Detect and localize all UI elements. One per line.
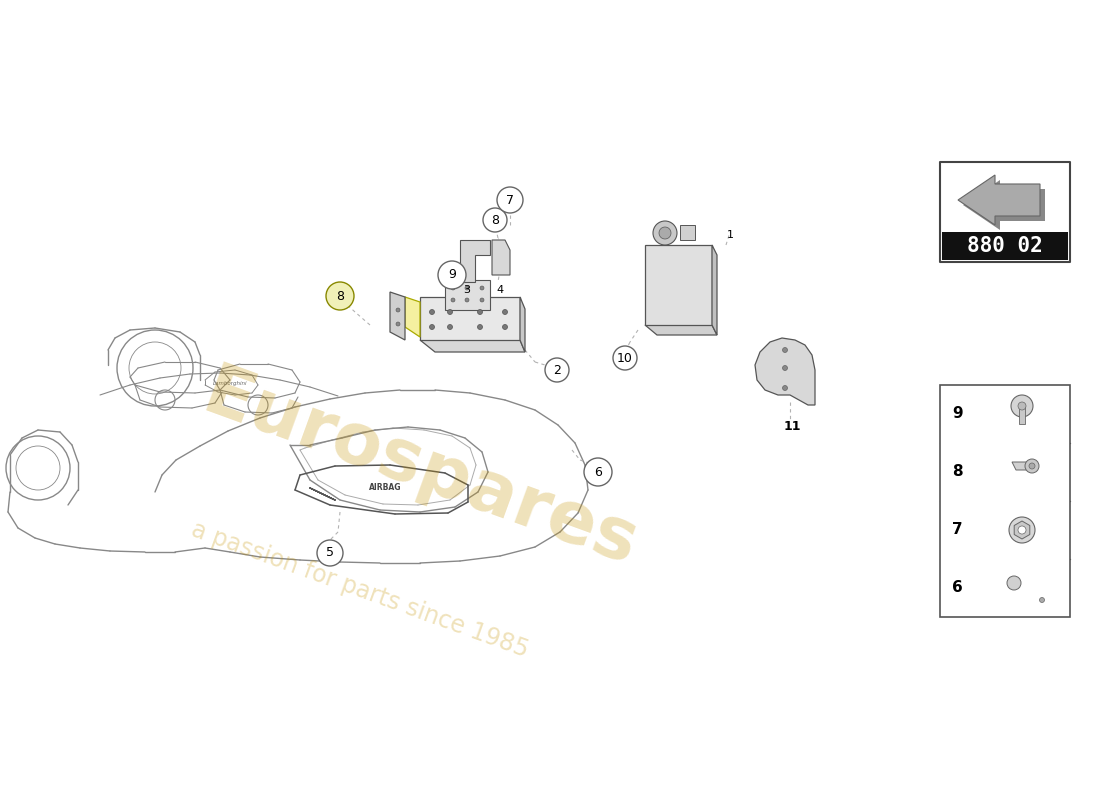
Text: 2: 2 [553,363,561,377]
Text: 9: 9 [952,406,962,422]
Circle shape [1018,402,1026,410]
Polygon shape [645,325,717,335]
Circle shape [448,310,452,314]
Circle shape [477,325,483,330]
Polygon shape [420,340,525,352]
Text: Lamborghini: Lamborghini [212,381,248,386]
Text: 1: 1 [726,230,734,240]
Circle shape [465,298,469,302]
Polygon shape [755,338,815,405]
Circle shape [1018,526,1026,534]
Polygon shape [390,292,405,340]
Bar [942,232,1068,260]
Text: 8: 8 [491,214,499,226]
Text: 4: 4 [496,285,504,295]
Circle shape [438,261,466,289]
Text: 10: 10 [617,351,632,365]
Circle shape [326,282,354,310]
Bar [1019,406,1025,424]
Text: 8: 8 [952,465,962,479]
Circle shape [544,358,569,382]
Bar [940,385,1070,617]
Circle shape [317,540,343,566]
Circle shape [451,298,455,302]
Polygon shape [712,245,717,335]
Polygon shape [645,245,712,325]
Polygon shape [420,297,520,340]
Circle shape [659,227,671,239]
Text: 11: 11 [783,421,801,434]
Circle shape [429,310,434,314]
Circle shape [1040,598,1045,602]
Text: AIRBAG: AIRBAG [368,483,402,493]
Circle shape [1006,576,1021,590]
Circle shape [503,325,507,330]
Text: 6: 6 [594,466,602,478]
Polygon shape [962,180,1045,230]
Circle shape [503,310,507,314]
Text: 880 02: 880 02 [967,236,1043,256]
Circle shape [448,325,452,330]
Polygon shape [1014,521,1030,539]
Text: 8: 8 [336,290,344,302]
Circle shape [782,366,788,370]
Circle shape [483,208,507,232]
Polygon shape [1012,462,1030,470]
Circle shape [613,346,637,370]
Polygon shape [446,280,490,310]
Circle shape [1025,459,1040,473]
Circle shape [1028,463,1035,469]
Polygon shape [958,175,1040,225]
Polygon shape [520,297,525,352]
Text: 9: 9 [448,269,455,282]
Circle shape [1009,517,1035,543]
Bar [680,225,695,240]
Circle shape [429,325,434,330]
Polygon shape [405,297,420,337]
Circle shape [1011,395,1033,417]
Circle shape [497,187,522,213]
Circle shape [465,286,469,290]
Circle shape [451,286,455,290]
Circle shape [584,458,612,486]
Circle shape [653,221,676,245]
Text: 6: 6 [952,581,962,595]
Text: Eurospares: Eurospares [194,359,647,581]
Circle shape [782,347,788,353]
Circle shape [782,386,788,390]
Polygon shape [492,240,510,275]
Text: a passion for parts since 1985: a passion for parts since 1985 [188,518,532,662]
Text: 3: 3 [463,285,471,295]
Circle shape [396,322,400,326]
Text: 7: 7 [506,194,514,206]
Circle shape [396,308,400,312]
Polygon shape [460,240,490,282]
Text: 7: 7 [952,522,962,538]
Circle shape [480,286,484,290]
Bar [940,162,1070,262]
Circle shape [480,298,484,302]
Text: 5: 5 [326,546,334,559]
Circle shape [477,310,483,314]
